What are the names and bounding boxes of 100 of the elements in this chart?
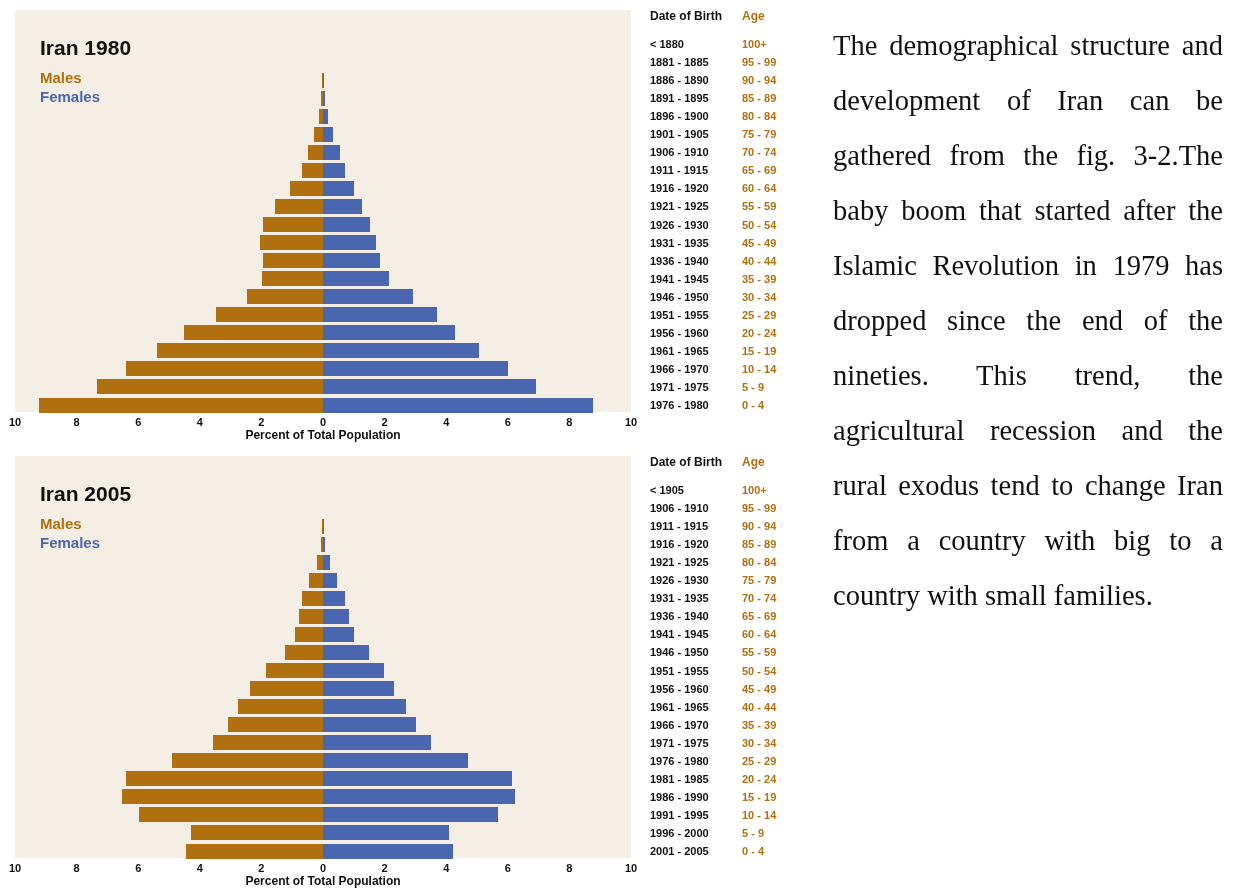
y2-tick-label: 1981 - 1985: [650, 772, 709, 785]
y2-tick-label: 1976 - 1980: [650, 399, 709, 411]
bar: [126, 771, 323, 787]
bar: [323, 699, 406, 715]
y2-tick-label: 1991 - 1995: [650, 808, 709, 821]
y2-tick-label: 1966 - 1970: [650, 362, 709, 375]
y2-tick-label: 1916 - 1920: [650, 538, 709, 551]
y2-tick-label: 1886 - 1890: [650, 74, 709, 87]
y2-tick-label: 1946 - 1950: [650, 290, 709, 303]
text: The demographical structure and development of Iran can be gathered from the fig. 3-2.The baby boom that started after the Islamic Revolution in 1979 has dropped since the end of the nineties. This trend, the agricultural recession and the rural exodus tend to change Iran from a country with big to a country with small families.: [833, 30, 1223, 611]
bar: [323, 144, 340, 160]
y-tick-label: 70 - 74: [742, 592, 778, 605]
x-tick-label: 0: [319, 862, 327, 874]
y-tick-label: 30 - 34: [742, 290, 778, 303]
bar: [186, 843, 323, 859]
y2-tick-label: 1916 - 1920: [650, 182, 709, 195]
bar: [323, 343, 480, 359]
y2-tick-label: 1906 - 1910: [650, 502, 709, 515]
bar: [323, 361, 509, 377]
y-tick-label: 80 - 84: [742, 110, 778, 123]
y-tick-label: 5 - 9: [742, 380, 765, 393]
y2-tick-label: 1996 - 2000: [650, 826, 709, 839]
y2-tick-label: 1971 - 1975: [650, 380, 709, 393]
y2-tick-label: 1911 - 1915: [650, 164, 709, 177]
x-axis-title: Percent of Total Population: [245, 874, 401, 888]
y2-tick-label: 1986 - 1990: [650, 790, 709, 803]
bar: [323, 289, 413, 305]
y-tick-label: 45 - 49: [742, 236, 777, 249]
bar: [289, 180, 323, 196]
bar: [125, 361, 323, 377]
y-tick-label: 95 - 99: [742, 56, 777, 69]
y2-tick-label: 1921 - 1925: [650, 556, 709, 569]
x-tick-label: 8: [566, 416, 573, 428]
x-tick-label: 6: [504, 862, 511, 874]
chart-title: Iran 2005: [40, 482, 132, 505]
bar: [263, 217, 323, 232]
bar: [323, 681, 394, 697]
x-tick-label: 10: [8, 416, 22, 428]
bar: [323, 162, 346, 178]
bar: [323, 307, 437, 323]
text: Females: [40, 534, 101, 551]
y-tick-label: 35 - 39: [742, 718, 777, 731]
y2-tick-label: 1946 - 1950: [650, 646, 709, 659]
bar: [228, 717, 323, 733]
x-tick-label: 2: [258, 416, 265, 428]
bar: [259, 235, 323, 251]
x-tick-label: 2: [258, 862, 265, 874]
y2-tick-label: 1926 - 1930: [650, 574, 709, 587]
bar: [266, 663, 323, 678]
y2-tick-label: < 1880: [650, 38, 684, 50]
bar: [121, 789, 323, 805]
y-axis-title: Age: [742, 9, 765, 23]
y-tick-label: 15 - 19: [742, 344, 777, 357]
y-axis-title: Age: [742, 455, 765, 469]
y-tick-label: 60 - 64: [742, 182, 778, 195]
x-tick-label: 8: [566, 862, 573, 874]
y2-tick-label: 1921 - 1925: [650, 200, 709, 213]
y-tick-label: 90 - 94: [742, 74, 778, 87]
y-tick-label: 35 - 39: [742, 272, 777, 285]
y-tick-label: 60 - 64: [742, 628, 778, 641]
text: Males: [40, 69, 82, 86]
bar: [237, 699, 323, 715]
bar: [249, 681, 323, 697]
y2-tick-label: 1896 - 1900: [650, 110, 709, 123]
y-tick-label: 100+: [742, 38, 767, 50]
y2-tick-label: < 1905: [650, 484, 684, 496]
y-tick-label: 70 - 74: [742, 146, 778, 159]
x-tick-label: 4: [196, 416, 204, 428]
bar: [323, 271, 389, 287]
y2-tick-label: 1951 - 1955: [650, 308, 709, 321]
y2-tick-label: 1901 - 1905: [650, 128, 709, 141]
bar: [323, 644, 370, 660]
bar: [213, 735, 323, 751]
x-tick-label: 6: [135, 862, 142, 874]
bar: [323, 843, 454, 859]
y2-tick-label: 1911 - 1915: [650, 520, 709, 533]
y2-tick-label: 1926 - 1930: [650, 218, 709, 231]
chart-title: Iran 1980: [40, 36, 132, 59]
y2-tick-label: 1931 - 1935: [650, 236, 709, 249]
x-tick-label: 6: [504, 416, 511, 428]
y-tick-label: 45 - 49: [742, 682, 777, 695]
y-tick-label: 50 - 54: [742, 218, 778, 231]
x-tick-label: 0: [319, 416, 327, 428]
bar: [139, 807, 323, 823]
y2-tick-label: 1941 - 1945: [650, 272, 709, 285]
y-tick-label: 30 - 34: [742, 736, 778, 749]
y2-tick-label: 2001 - 2005: [650, 845, 709, 857]
bar: [308, 572, 323, 588]
y2-tick-label: 1891 - 1895: [650, 92, 709, 105]
bar: [323, 572, 338, 588]
bar: [295, 626, 323, 642]
bar: [323, 590, 345, 606]
bar: [323, 253, 380, 269]
bar: [307, 144, 323, 160]
y-tick-label: 20 - 24: [742, 326, 778, 339]
y-tick-label: 25 - 29: [742, 754, 777, 767]
bar: [323, 397, 593, 413]
y-tick-label: 80 - 84: [742, 556, 778, 569]
y-tick-label: 90 - 94: [742, 520, 778, 533]
y-tick-label: 20 - 24: [742, 772, 778, 785]
